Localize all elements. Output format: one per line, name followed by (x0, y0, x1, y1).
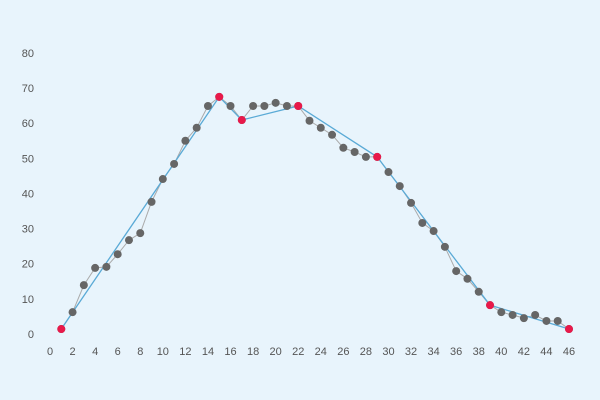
data-point (542, 316, 551, 325)
y-tick-label: 80 (22, 48, 34, 60)
x-tick-label: 16 (224, 346, 236, 358)
x-tick-label: 26 (337, 346, 349, 358)
y-tick-label: 30 (22, 224, 34, 236)
data-point (440, 242, 449, 251)
x-tick-label: 4 (92, 346, 98, 358)
data-point (316, 123, 325, 132)
data-point (181, 136, 190, 145)
data-point (203, 101, 212, 110)
data-point (361, 152, 370, 161)
data-point (305, 116, 314, 125)
data-point (136, 229, 145, 238)
data-point (260, 101, 269, 110)
data-point (158, 175, 167, 184)
data-point (124, 236, 133, 245)
x-tick-label: 20 (270, 346, 282, 358)
x-tick-label: 0 (47, 346, 53, 358)
data-point (147, 197, 156, 206)
data-point (350, 147, 359, 156)
x-tick-label: 18 (247, 346, 259, 358)
y-tick-label: 60 (22, 118, 34, 130)
data-point (474, 287, 483, 296)
data-point (170, 159, 179, 168)
data-point (57, 325, 66, 334)
x-tick-label: 46 (563, 346, 575, 358)
x-tick-label: 10 (157, 346, 169, 358)
data-point (113, 250, 122, 259)
x-tick-label: 38 (473, 346, 485, 358)
data-point (328, 130, 337, 139)
data-point (418, 218, 427, 227)
x-tick-label: 30 (382, 346, 394, 358)
x-tick-label: 44 (540, 346, 552, 358)
x-tick-label: 22 (292, 346, 304, 358)
data-point (271, 98, 280, 107)
data-point (192, 123, 201, 132)
y-tick-label: 20 (22, 259, 34, 271)
x-tick-label: 24 (315, 346, 327, 358)
x-tick-label: 12 (179, 346, 191, 358)
x-tick-label: 8 (137, 346, 143, 358)
data-point (497, 308, 506, 317)
data-point (294, 101, 303, 110)
y-tick-label: 70 (22, 83, 34, 95)
data-point (237, 116, 246, 125)
data-point (508, 310, 517, 319)
data-point (384, 168, 393, 177)
data-point (79, 281, 88, 290)
data-point (282, 101, 291, 110)
data-point (553, 316, 562, 325)
x-tick-label: 34 (427, 346, 439, 358)
data-point (395, 182, 404, 191)
data-point (68, 308, 77, 317)
y-tick-label: 50 (22, 153, 34, 165)
data-point (463, 274, 472, 283)
x-tick-label: 40 (495, 346, 507, 358)
data-point (407, 198, 416, 207)
data-point (486, 301, 495, 310)
data-point (215, 92, 224, 101)
data-point (249, 101, 258, 110)
data-point (531, 310, 540, 319)
data-point (102, 262, 111, 271)
data-point (339, 143, 348, 152)
x-tick-label: 28 (360, 346, 372, 358)
data-point (429, 227, 438, 236)
x-tick-label: 32 (405, 346, 417, 358)
x-tick-label: 2 (70, 346, 76, 358)
y-tick-label: 10 (22, 294, 34, 306)
x-tick-label: 36 (450, 346, 462, 358)
x-tick-label: 42 (518, 346, 530, 358)
y-tick-label: 40 (22, 188, 34, 200)
x-tick-label: 6 (115, 346, 121, 358)
y-tick-label: 0 (28, 329, 34, 341)
data-point (91, 263, 100, 272)
data-point (452, 267, 461, 276)
data-point (373, 152, 382, 161)
x-tick-label: 14 (202, 346, 214, 358)
data-point (565, 325, 573, 334)
data-point (226, 101, 235, 110)
data-point (519, 314, 528, 323)
